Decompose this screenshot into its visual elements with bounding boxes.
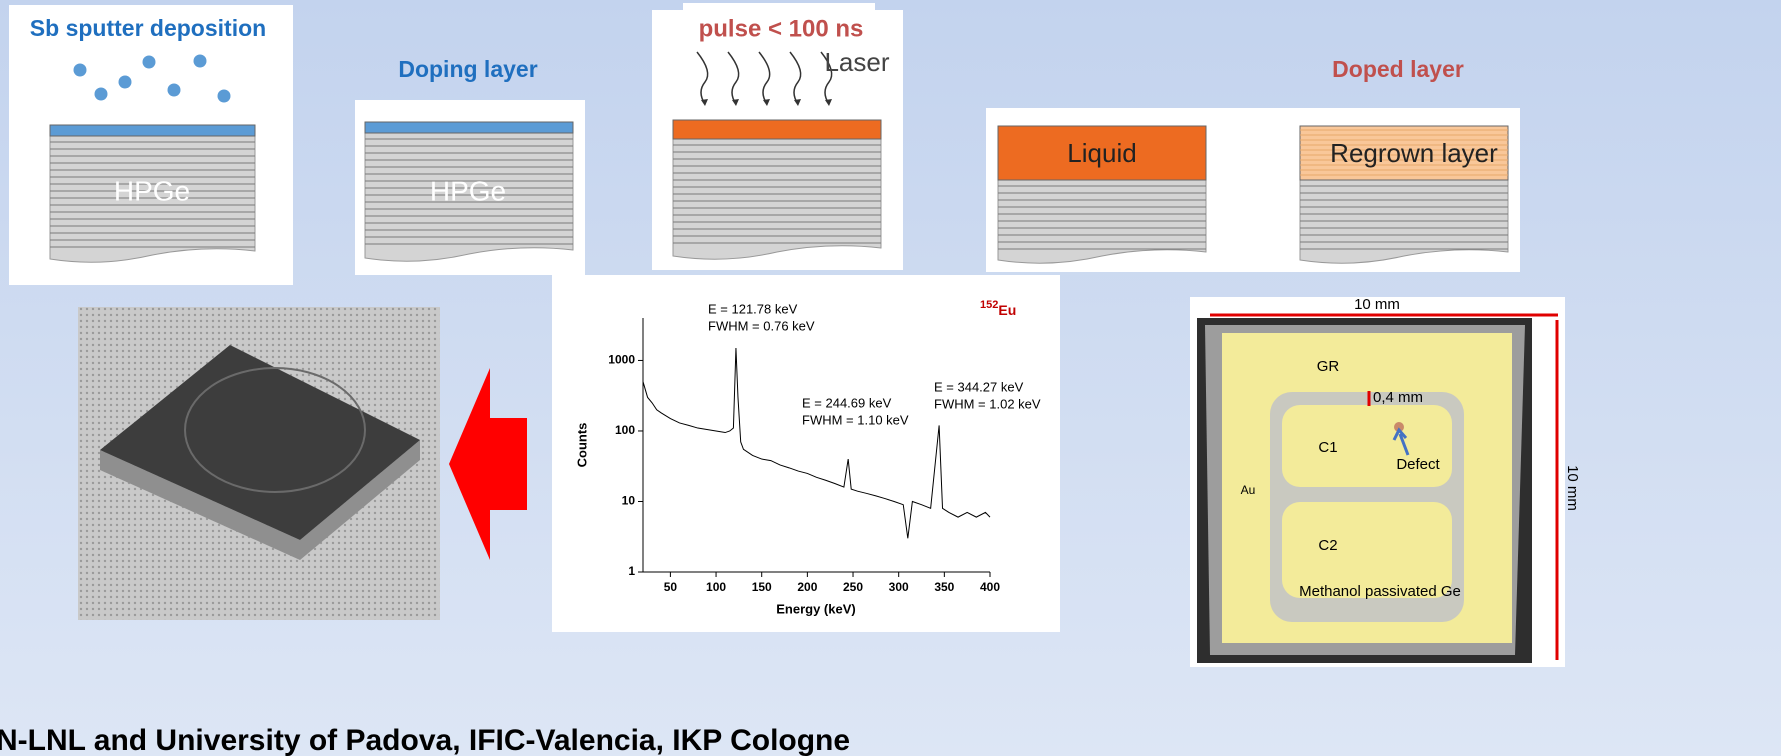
- x-tick-label: 150: [752, 580, 772, 594]
- isotope-label: 152Eu: [980, 299, 1016, 318]
- peak-annotation: FWHM = 1.02 keV: [934, 396, 1041, 411]
- region-label: Methanol passivated Ge: [1299, 583, 1461, 600]
- laser-ray: [820, 51, 833, 105]
- y-tick-label: 1000: [608, 353, 635, 367]
- top-layer: [997, 125, 1207, 181]
- step-title: Doping layer: [398, 56, 537, 82]
- ray-head: [701, 99, 708, 106]
- step-title: pulse < 100 ns: [699, 15, 864, 42]
- panel: [683, 3, 875, 43]
- top-layer: [672, 119, 882, 140]
- top-layer: [49, 124, 256, 137]
- region-label: GR: [1317, 358, 1340, 375]
- spectrum-line: [642, 348, 991, 539]
- ray-head: [732, 99, 739, 106]
- step-title: Sb sputter deposition: [30, 15, 266, 41]
- peak-annotation: FWHM = 0.76 keV: [708, 318, 815, 333]
- laser-ray: [758, 51, 771, 105]
- footer: N-LNL and University of Padova, IFIC-Val…: [0, 724, 850, 756]
- defect-spot: [1394, 422, 1404, 432]
- isotope-mass: 152: [980, 299, 998, 311]
- peak-annotation: E = 344.27 keV: [934, 379, 1024, 394]
- ray-head: [825, 99, 832, 106]
- substrate: [672, 119, 882, 260]
- y-tick-label: 100: [615, 423, 635, 437]
- substrate: [49, 124, 256, 263]
- sb-atom: [73, 63, 87, 77]
- y-tick-label: 1: [628, 564, 635, 578]
- dimension-label: 10 mm: [1564, 465, 1581, 511]
- gap-label: 0,4 mm: [1373, 389, 1423, 406]
- big-arrow: [449, 368, 527, 560]
- x-tick-label: 400: [980, 580, 1000, 594]
- y-tick-label: 10: [622, 494, 636, 508]
- y-axis-label: Counts: [574, 423, 589, 468]
- peak-annotation: E = 121.78 keV: [708, 301, 798, 316]
- substrate-label: HPGe: [114, 175, 190, 206]
- detector-side: [100, 440, 420, 560]
- top-layer: [364, 121, 574, 134]
- defect-label: Defect: [1396, 456, 1440, 473]
- beam-label: Laser: [824, 47, 889, 77]
- isotope-symbol: Eu: [998, 302, 1016, 318]
- region-label: C1: [1318, 439, 1337, 456]
- peak-annotation: FWHM = 1.10 keV: [802, 412, 909, 427]
- dimension-label: 10 mm: [1354, 296, 1400, 313]
- sb-atom: [193, 54, 207, 68]
- layer-label: Regrown layer: [1330, 138, 1498, 168]
- sb-atom: [217, 89, 231, 103]
- sb-atom: [142, 55, 156, 69]
- layer-label: Liquid: [1067, 138, 1136, 168]
- laser-ray: [696, 51, 709, 105]
- sb-atom: [118, 75, 132, 89]
- x-tick-label: 50: [664, 580, 678, 594]
- x-axis-label: Energy (keV): [776, 601, 855, 616]
- x-tick-label: 100: [706, 580, 726, 594]
- peak-annotation: E = 244.69 keV: [802, 395, 892, 410]
- defect-arrow: [1392, 427, 1410, 456]
- ray-head: [763, 99, 770, 106]
- x-tick-label: 350: [934, 580, 954, 594]
- detector-top: [100, 345, 420, 540]
- x-tick-label: 200: [797, 580, 817, 594]
- substrate-label: HPGe: [430, 175, 506, 206]
- laser-ray: [789, 51, 802, 105]
- contact-c2: [1282, 502, 1452, 598]
- region-label: Au: [1241, 483, 1256, 497]
- sb-atom: [167, 83, 181, 97]
- ray-head: [794, 99, 801, 106]
- contact-c1: [1282, 405, 1452, 487]
- implant-spot: [184, 367, 366, 493]
- x-tick-label: 300: [889, 580, 909, 594]
- laser-ray: [727, 51, 740, 105]
- sb-atom: [94, 87, 108, 101]
- region-label: C2: [1318, 537, 1337, 554]
- substrate: [364, 121, 574, 262]
- x-tick-label: 250: [843, 580, 863, 594]
- step-title: Doped layer: [1332, 56, 1464, 82]
